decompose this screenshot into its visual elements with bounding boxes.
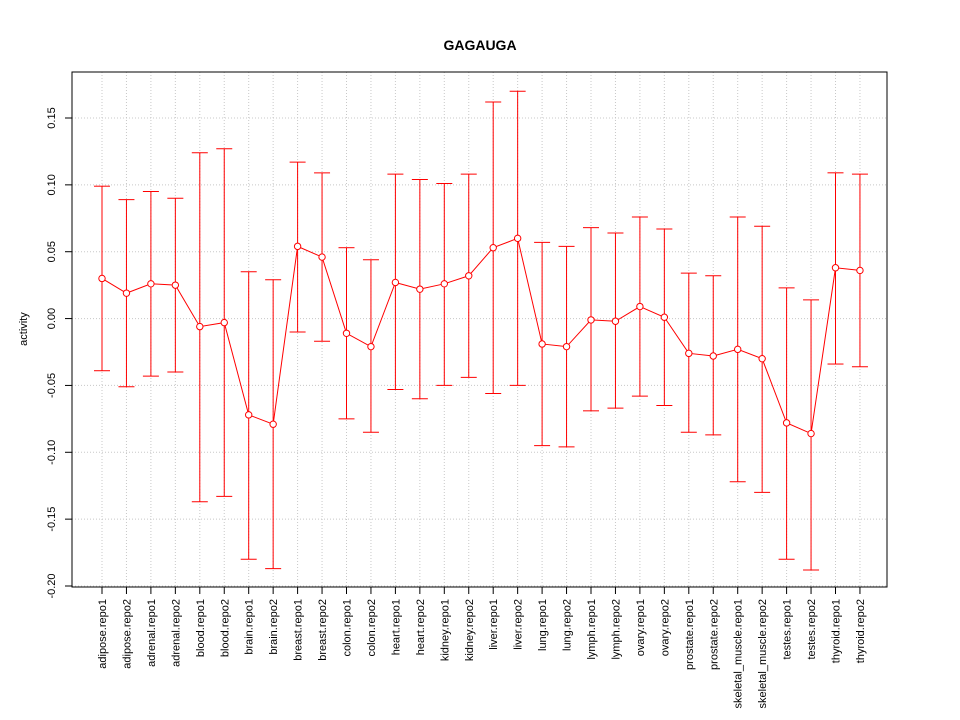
x-tick-label: kidney.repo1: [439, 599, 451, 661]
data-point: [856, 266, 864, 275]
x-tick-label: breast.repo2: [317, 599, 329, 661]
data-point: [758, 354, 766, 363]
data-point: [538, 340, 546, 348]
data-point: [611, 317, 620, 325]
data-point: [147, 280, 155, 288]
x-tick-label: liver.repo2: [513, 599, 525, 650]
data-point: [171, 281, 180, 289]
x-tick-label: adrenal.repo1: [146, 599, 158, 667]
grid: [72, 72, 887, 587]
error-bars: [94, 90, 868, 571]
y-tick-label: -0.10: [46, 440, 58, 465]
x-tick-label: adrenal.repo2: [170, 599, 182, 667]
data-point: [489, 244, 497, 252]
x-tick-label: skeletal_muscle.repo1: [733, 599, 745, 708]
x-tick-label: testes.repo1: [782, 599, 794, 660]
x-tick-label: lung.repo1: [537, 599, 549, 651]
data-point: [685, 349, 693, 358]
y-tick-label: 0.05: [46, 241, 58, 262]
x-tick-label: prostate.repo2: [708, 599, 720, 670]
data-point: [293, 242, 302, 251]
x-tick-label: ovary.repo2: [659, 599, 671, 656]
data-point: [709, 352, 717, 360]
x-tick-label: adipose.repo2: [121, 599, 133, 669]
series-line: [101, 237, 861, 435]
data-point: [562, 342, 571, 351]
y-tick-label: -0.15: [46, 507, 58, 532]
data-point: [636, 302, 644, 311]
y-tick-label: -0.05: [46, 373, 58, 398]
x-tick-label: ovary.repo1: [635, 599, 647, 656]
x-tick-label: brain.repo1: [244, 599, 256, 655]
data-point: [513, 234, 522, 243]
data-point: [587, 316, 595, 324]
y-tick-label: 0.10: [46, 174, 58, 195]
x-tick-label: heart.repo1: [390, 599, 402, 655]
data-point: [269, 420, 277, 428]
data-point: [831, 264, 840, 272]
data-point: [196, 322, 204, 331]
x-tick-label: breast.repo1: [293, 599, 305, 661]
x-tick-label: lymph.repo2: [610, 599, 622, 660]
y-tick-label: -0.20: [46, 573, 58, 598]
x-tick-label: blood.repo2: [219, 599, 231, 657]
data-point: [98, 274, 106, 283]
x-tick-label: kidney.repo2: [464, 599, 476, 661]
data-point: [660, 313, 669, 321]
x-tick-label: lymph.repo1: [586, 599, 598, 660]
x-tick-label: adipose.repo1: [97, 599, 109, 669]
x-tick-label: lung.repo2: [562, 599, 574, 651]
data-point: [391, 278, 400, 287]
data-point: [465, 272, 473, 280]
data-points: [98, 234, 864, 438]
data-point: [318, 253, 326, 261]
data-point: [122, 289, 131, 297]
x-tick-label: liver.repo1: [488, 599, 500, 650]
plot-frame: [71, 71, 888, 588]
x-tick-label: prostate.repo1: [684, 599, 696, 670]
data-point: [440, 280, 448, 288]
x-tick-label: thyroid.repo2: [855, 599, 867, 663]
data-point: [220, 318, 228, 327]
x-tick-label: skeletal_muscle.repo2: [757, 599, 769, 708]
x-tick-label: brain.repo2: [268, 599, 280, 655]
data-point: [807, 429, 815, 438]
data-point: [734, 345, 742, 354]
data-point: [342, 329, 351, 337]
data-point: [367, 342, 375, 351]
y-axis: -0.20 -0.15 -0.10 -0.05 0.00 0.05 0.10 0.15: [46, 107, 72, 599]
data-point: [245, 411, 253, 419]
x-tick-label: colon.repo2: [366, 599, 378, 657]
y-tick-label: 0.00: [46, 308, 58, 329]
x-tick-label: testes.repo2: [806, 599, 818, 660]
x-tick-label: colon.repo1: [342, 599, 354, 657]
y-tick-label: 0.15: [46, 107, 58, 128]
x-tick-label: heart.repo2: [415, 599, 427, 655]
data-point: [416, 285, 424, 293]
y-axis-label: activity: [18, 312, 30, 346]
x-tick-label: thyroid.repo1: [831, 599, 843, 663]
chart-title: GAGAUGA: [443, 37, 516, 53]
x-tick-label: blood.repo1: [195, 599, 207, 657]
data-point: [782, 419, 791, 427]
x-axis: adipose.repo1 adipose.repo2 adrenal.repo1 a…: [97, 587, 867, 708]
